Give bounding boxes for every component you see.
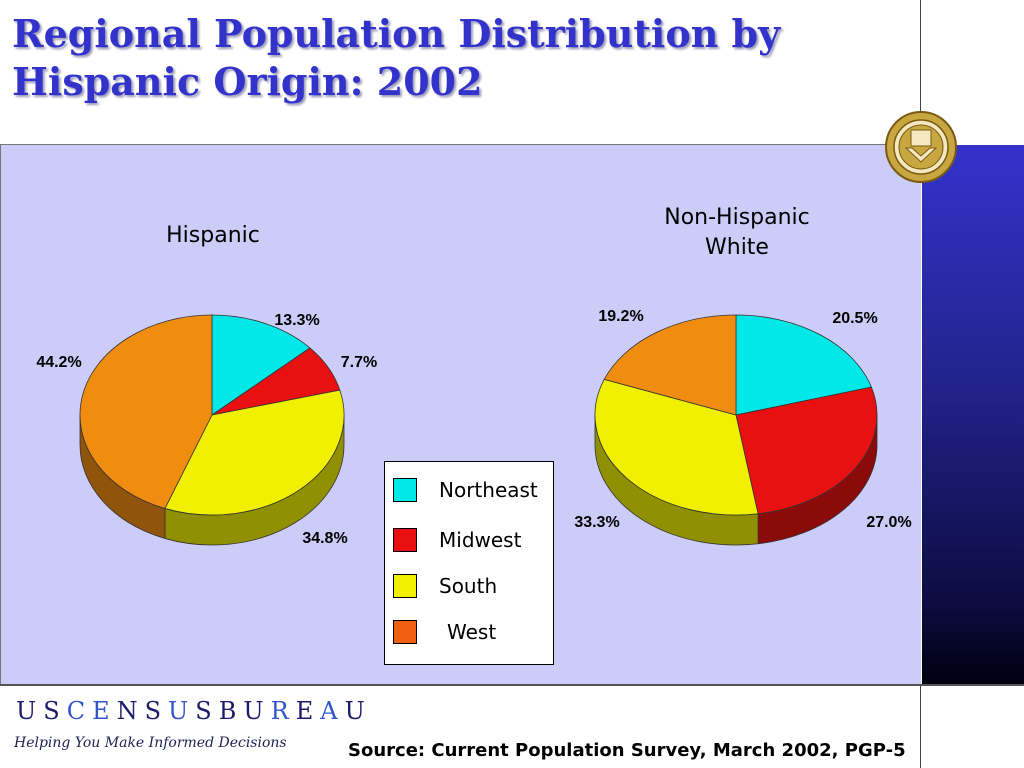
brand-letter: E (295, 697, 316, 725)
brand-letter: C (66, 697, 88, 725)
pie-slice-northeast (735, 314, 872, 416)
legend-swatch (393, 620, 417, 644)
legend-label: West (447, 620, 497, 644)
brand-letter: S (144, 697, 164, 725)
source-note: Source: Current Population Survey, March… (348, 740, 906, 761)
legend-swatch (393, 574, 417, 598)
data-label-midwest: 27.0% (866, 514, 911, 531)
legend-label: South (439, 574, 498, 598)
pie-slice-northeast (211, 314, 311, 416)
brand-letter: U (243, 697, 266, 725)
data-label-northeast: 20.5% (832, 310, 877, 327)
brand-letter: R (270, 697, 291, 725)
legend-label: Northeast (439, 478, 538, 502)
page-title: Regional Population Distribution by Hisp… (12, 11, 781, 104)
brand-letter: U (344, 697, 367, 725)
brand-letter: S (195, 697, 214, 725)
pie-charts-svg: 13.3% 7.7% 34.8% 44.2% 20.5% 27.0% 33.3% 19.2% (36, 308, 911, 547)
legend-swatch (393, 528, 417, 552)
tagline: Helping You Make Informed Decisions (14, 735, 287, 751)
pie-slice-south (164, 389, 345, 516)
brand-letter: E (92, 697, 112, 725)
chart-title-non-hispanic-white: Non-Hispanic White (664, 205, 810, 260)
sidebar-gradient-bar (922, 145, 1024, 685)
brand-letter: U (16, 697, 39, 725)
data-label-west: 44.2% (36, 354, 81, 371)
data-label-south: 34.8% (302, 530, 347, 547)
data-label-south: 33.3% (574, 514, 619, 531)
pie-slice-midwest (735, 386, 878, 515)
pie-slice-south (594, 378, 759, 516)
data-label-midwest: 7.7% (341, 354, 377, 371)
data-label-west: 19.2% (598, 308, 643, 325)
pie-1 (594, 314, 878, 546)
brand-letter: N (116, 697, 140, 725)
chart-area: 13.3% 7.7% 34.8% 44.2% 20.5% 27.0% 33.3% 19.2% … (0, 144, 921, 684)
data-label-northeast: 13.3% (274, 312, 319, 329)
department-of-commerce-seal-icon (885, 111, 957, 183)
pie-0 (79, 314, 345, 546)
brand-letter: B (218, 697, 239, 725)
chart-title-hispanic: Hispanic (166, 223, 260, 248)
brand-letter: S (43, 697, 62, 725)
legend-label: Midwest (439, 528, 522, 552)
legend: Northeast Midwest South West (384, 461, 554, 665)
brand-letter: A (320, 697, 340, 725)
brand-letter: U (168, 697, 191, 725)
pie-slice-west (79, 314, 213, 509)
pie-slice-west (603, 314, 737, 416)
legend-swatch (393, 478, 417, 502)
footer-divider (0, 684, 1024, 686)
